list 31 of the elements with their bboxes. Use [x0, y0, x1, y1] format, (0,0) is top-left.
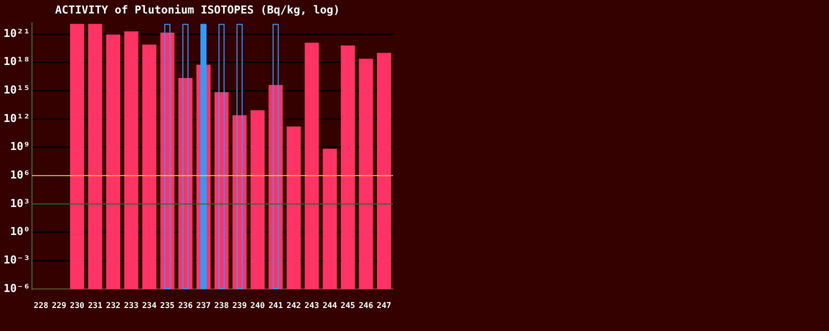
y-tick-label: 10⁰	[10, 225, 30, 238]
x-tick-label: 237	[196, 300, 211, 310]
y-tick-label: 10⁹	[10, 140, 30, 154]
x-tick-label: 233	[124, 300, 139, 310]
x-tick-label: 229	[52, 300, 66, 310]
x-tick-label: 236	[178, 300, 193, 310]
y-tick-label: 10³	[10, 196, 30, 210]
y-tick-label: 10⁶	[10, 168, 30, 182]
x-tick-label: 246	[358, 300, 374, 310]
x-tick-label: 241	[268, 300, 284, 310]
y-tick-label: 10⁻⁶	[4, 282, 30, 295]
y-tick-label: 10⁻³	[4, 254, 30, 267]
x-tick-label: 235	[160, 300, 175, 310]
y-tick-label: 10¹²	[4, 112, 30, 125]
x-tick-label: 242	[286, 300, 302, 310]
x-tick-label: 243	[304, 300, 320, 310]
x-tick-label: 240	[250, 300, 266, 310]
x-tick-label: 247	[376, 300, 392, 310]
x-tick-label: 238	[214, 300, 229, 310]
chart-title: ACTIVITY of Plutonium ISOTOPES (Bq/kg, log)	[55, 3, 340, 16]
y-tick-label: 10¹⁵	[4, 84, 30, 97]
x-tick-label: 244	[322, 300, 338, 310]
x-tick-label: 228	[34, 300, 48, 310]
x-tick-label: 231	[88, 300, 103, 310]
x-tick-label: 232	[106, 300, 121, 310]
x-tick-label: 239	[232, 300, 247, 310]
y-tick-label: 10¹⁸	[4, 55, 30, 68]
x-tick-label: 245	[340, 300, 356, 310]
x-tick-label: 230	[70, 300, 85, 310]
y-tick-label: 10²¹	[4, 26, 30, 40]
x-tick-label: 234	[142, 300, 157, 310]
